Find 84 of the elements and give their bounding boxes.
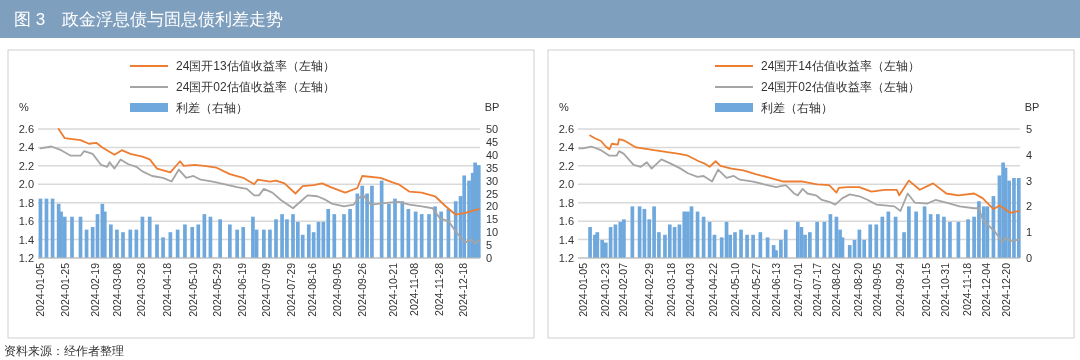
x-tick-label: 2024-10-21 <box>386 262 399 317</box>
x-tick-label: 2024-11-28 <box>432 262 445 316</box>
y2-tick-label: 15 <box>486 213 499 226</box>
legend-label: 24国开14估值收益率（左轴） <box>761 59 920 73</box>
y2-axis-title: BP <box>1024 101 1040 113</box>
y-tick-label: 2.2 <box>18 159 34 172</box>
x-tick-label: 2024-05-27 <box>749 262 762 317</box>
x-tick-label: 2024-07-09 <box>260 262 273 317</box>
y2-tick-label: 40 <box>486 148 499 161</box>
x-tick-label: 2024-09-05 <box>330 262 343 317</box>
x-tick-label: 2024-07-17 <box>811 262 824 317</box>
x-tick-label: 2024-12-20 <box>999 262 1012 317</box>
legend-label: 利差（右轴） <box>761 101 833 115</box>
y2-tick-label: 25 <box>486 187 499 200</box>
y-axis-title: % <box>19 101 30 113</box>
y2-tick-label: 4 <box>1026 148 1033 161</box>
x-tick-label: 2024-12-04 <box>980 262 993 317</box>
x-tick-label: 2024-09-26 <box>356 262 369 317</box>
y2-tick-label: 30 <box>486 174 499 187</box>
legend-label: 24国开02估值收益率（左轴） <box>176 80 335 94</box>
x-tick-label: 2024-09-24 <box>894 262 907 317</box>
x-tick-label: 2024-04-18 <box>160 262 173 317</box>
x-tick-label: 2024-07-01 <box>791 262 804 317</box>
x-tick-label: 2024-02-07 <box>616 262 629 317</box>
x-tick-label: 2024-01-05 <box>34 262 47 317</box>
text: 资料来源：经作者整理 <box>4 344 124 358</box>
y-tick-label: 1.2 <box>18 252 34 264</box>
y2-tick-label: 5 <box>486 239 493 252</box>
y2-tick-label: 0 <box>1026 252 1033 264</box>
x-tick-label: 2024-01-25 <box>58 262 71 317</box>
y2-tick-label: 35 <box>486 161 499 174</box>
x-tick-label: 2024-12-18 <box>457 262 469 317</box>
x-tick-label: 2024-06-19 <box>236 262 248 317</box>
y-tick-label: 2.0 <box>558 178 574 191</box>
x-tick-label: 2024-10-15 <box>919 262 932 317</box>
x-tick-label: 2024-01-23 <box>598 262 611 317</box>
y2-tick-label: 2 <box>1026 200 1033 213</box>
y2-tick-label: 0 <box>486 252 493 264</box>
y2-tick-label: 20 <box>486 200 499 213</box>
y-tick-label: 2.0 <box>18 178 34 191</box>
x-tick-label: 2024-03-08 <box>110 262 123 317</box>
x-tick-label: 2024-03-18 <box>664 262 677 317</box>
x-tick-label: 2024-10-31 <box>939 262 952 317</box>
x-tick-label: 2024-04-22 <box>707 262 720 317</box>
y2-tick-label: 50 <box>486 123 499 135</box>
x-tick-label: 2024-11-18 <box>960 262 973 316</box>
y-tick-label: 1.2 <box>558 252 574 264</box>
x-tick-label: 2024-03-28 <box>135 262 148 317</box>
x-tick-label: 2024-05-10 <box>187 262 200 317</box>
x-tick-label: 2024-08-16 <box>306 262 319 317</box>
x-tick-label: 2024-01-05 <box>576 262 589 317</box>
x-tick-label: 2024-07-29 <box>284 262 297 317</box>
y-tick-label: 1.8 <box>18 196 34 209</box>
y2-tick-label: 45 <box>486 135 499 148</box>
x-tick-label: 2024-08-20 <box>852 262 865 317</box>
x-tick-label: 2024-02-29 <box>643 262 656 317</box>
y-tick-label: 2.6 <box>558 123 574 135</box>
y-tick-label: 2.2 <box>558 159 574 172</box>
x-tick-label: 2024-05-29 <box>210 262 223 317</box>
x-tick-label: 2024-09-05 <box>871 262 884 317</box>
y-tick-label: 2.4 <box>558 141 574 154</box>
legend-label: 利差（右轴） <box>176 101 248 115</box>
y-tick-label: 2.6 <box>18 123 34 135</box>
x-tick-label: 2024-08-02 <box>830 262 843 317</box>
x-tick-label: 2024-02-19 <box>89 262 102 317</box>
y-tick-label: 2.4 <box>18 141 34 154</box>
y2-tick-label: 5 <box>1026 123 1033 135</box>
y-tick-label: 1.8 <box>558 196 574 209</box>
y2-axis-title: BP <box>484 101 500 113</box>
x-tick-label: 2024-04-03 <box>684 262 697 317</box>
y2-tick-label: 3 <box>1026 174 1033 187</box>
y-tick-label: 1.6 <box>18 215 34 228</box>
y-tick-label: 1.6 <box>558 215 574 228</box>
x-tick-label: 2024-05-10 <box>728 262 741 317</box>
legend-label: 24国开13估值收益率（左轴） <box>176 59 335 73</box>
y-tick-label: 1.4 <box>558 233 574 246</box>
y2-tick-label: 10 <box>486 226 499 239</box>
y2-tick-label: 1 <box>1026 226 1033 239</box>
legend-label: 24国开02估值收益率（左轴） <box>761 80 920 94</box>
x-tick-label: 2024-06-13 <box>770 262 783 317</box>
title: 图 3 政金浮息债与固息债利差走势 <box>14 10 284 29</box>
y-axis-title: % <box>559 101 570 113</box>
x-tick-label: 2024-11-08 <box>408 262 421 316</box>
y-tick-label: 1.4 <box>18 233 34 246</box>
